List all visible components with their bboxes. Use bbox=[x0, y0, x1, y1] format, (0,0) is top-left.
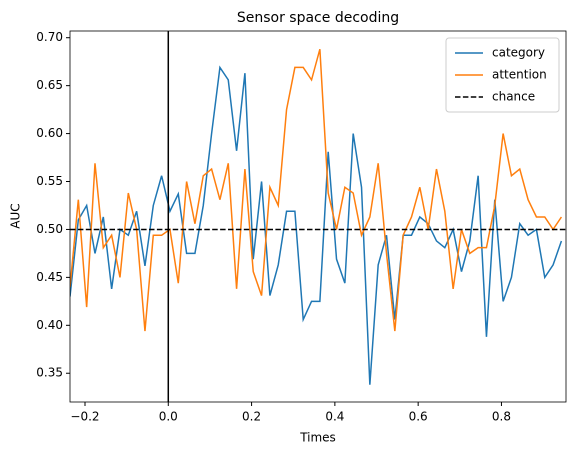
x-tick-label: 0.6 bbox=[409, 410, 428, 424]
y-tick-label: 0.65 bbox=[36, 78, 63, 92]
y-tick-label: 0.35 bbox=[36, 366, 63, 380]
y-tick-label: 0.60 bbox=[36, 126, 63, 140]
line-series bbox=[70, 65, 563, 385]
x-tick-label: 0.4 bbox=[325, 410, 344, 424]
x-tick-label: 0.8 bbox=[492, 410, 511, 424]
axes-frame bbox=[69, 30, 567, 403]
x-axis-label: Times bbox=[299, 431, 336, 445]
y-tick-label: 0.70 bbox=[36, 30, 63, 44]
legend-label: chance bbox=[492, 90, 535, 104]
plot-area bbox=[70, 31, 566, 402]
y-tick-label: 0.40 bbox=[36, 318, 63, 332]
chart-title: Sensor space decoding bbox=[237, 10, 399, 26]
y-axis-label: AUC bbox=[9, 203, 23, 228]
legend-box bbox=[445, 37, 560, 113]
y-tick-label: 0.50 bbox=[36, 222, 63, 236]
legend-label: attention bbox=[492, 68, 547, 82]
y-tick-label: 0.55 bbox=[36, 174, 63, 188]
legend-label: category bbox=[492, 46, 545, 60]
x-tick-label: 0.0 bbox=[159, 410, 178, 424]
x-tick-label: −0.2 bbox=[70, 410, 99, 424]
y-tick-label: 0.45 bbox=[36, 270, 63, 284]
line-series bbox=[70, 49, 563, 332]
x-tick-label: 0.2 bbox=[242, 410, 261, 424]
